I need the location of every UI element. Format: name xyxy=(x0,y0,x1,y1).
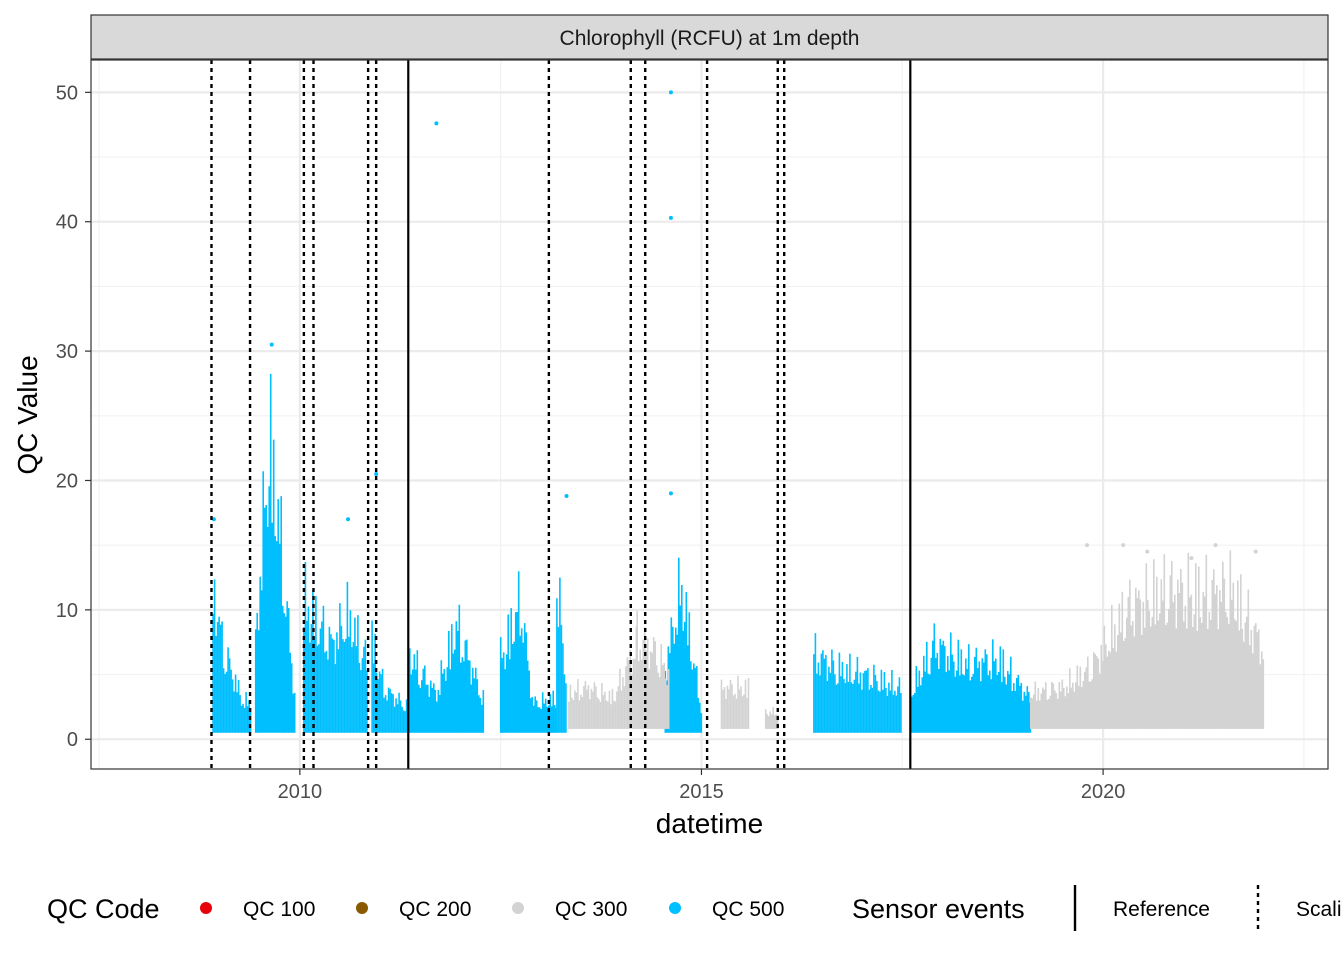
series-segment xyxy=(212,579,252,733)
outlier-point xyxy=(211,517,216,522)
x-axis-title: datetime xyxy=(656,808,763,839)
y-tick-label: 20 xyxy=(56,470,78,492)
outlier-point xyxy=(668,491,673,496)
outlier-point xyxy=(269,342,274,347)
outlier-point xyxy=(1085,543,1090,548)
legend-key-qc-500 xyxy=(669,902,681,914)
series-segment xyxy=(556,577,567,733)
legend-label: Reference xyxy=(1113,898,1210,921)
facet-strip xyxy=(90,14,1329,60)
qc-legend-title: QC Code xyxy=(47,894,160,924)
outlier-point xyxy=(434,121,439,126)
event-legend-items: Reference Scali xyxy=(1073,885,1342,931)
outlier-point xyxy=(668,215,673,220)
y-tick-label: 10 xyxy=(56,600,78,622)
y-tick-label: 50 xyxy=(56,82,78,104)
y-tick-label: 40 xyxy=(56,212,78,234)
series-qc-500 xyxy=(211,90,1032,733)
outlier-point xyxy=(668,90,673,95)
y-tick-label: 0 xyxy=(67,729,78,751)
legend: QC Code QC 100 QC 200 QC 300 QC 500 Sensor … xyxy=(47,885,1342,931)
outlier-point xyxy=(346,517,351,522)
x-tick-label: 2010 xyxy=(278,781,323,803)
y-axis-ticks: 0 10 20 30 40 50 xyxy=(56,82,91,751)
y-axis-title: QC Value xyxy=(12,355,43,474)
series-segment xyxy=(813,633,902,733)
outlier-point xyxy=(1189,556,1194,561)
series-segment xyxy=(664,557,703,733)
legend-label: QC 500 xyxy=(712,898,784,921)
legend-label: QC 100 xyxy=(243,898,315,921)
outlier-point xyxy=(374,472,379,477)
series-segment xyxy=(720,675,750,729)
panel-border xyxy=(90,59,1329,770)
series-segment xyxy=(568,626,638,729)
series-segment xyxy=(909,623,1032,733)
legend-label: Scali xyxy=(1296,898,1342,921)
legend-label: QC 300 xyxy=(555,898,627,921)
outlier-point xyxy=(1213,543,1218,548)
series-segment xyxy=(499,571,558,733)
series-segment xyxy=(254,373,296,733)
series-segment xyxy=(1030,550,1265,729)
event-legend-title: Sensor events xyxy=(852,894,1025,924)
qc-legend-items: QC 100 QC 200 QC 300 QC 500 xyxy=(200,898,784,921)
x-tick-label: 2020 xyxy=(1081,781,1126,803)
legend-key-qc-200 xyxy=(356,902,368,914)
legend-key-qc-100 xyxy=(200,902,212,914)
legend-key-qc-300 xyxy=(512,902,524,914)
outlier-point xyxy=(1121,543,1126,548)
x-tick-label: 2015 xyxy=(679,781,724,803)
legend-label: QC 200 xyxy=(399,898,471,921)
y-tick-label: 30 xyxy=(56,341,78,363)
outlier-point xyxy=(564,494,569,499)
series-segment xyxy=(407,604,485,733)
outlier-point xyxy=(1253,549,1258,554)
x-axis-ticks: 2010 2015 2020 xyxy=(278,769,1126,803)
series-qc-300 xyxy=(568,543,1265,729)
plot-panel xyxy=(90,59,1329,770)
chart-title: Chlorophyll (RCFU) at 1m depth xyxy=(560,27,860,50)
series-segment xyxy=(303,561,368,733)
outlier-point xyxy=(1145,549,1150,554)
